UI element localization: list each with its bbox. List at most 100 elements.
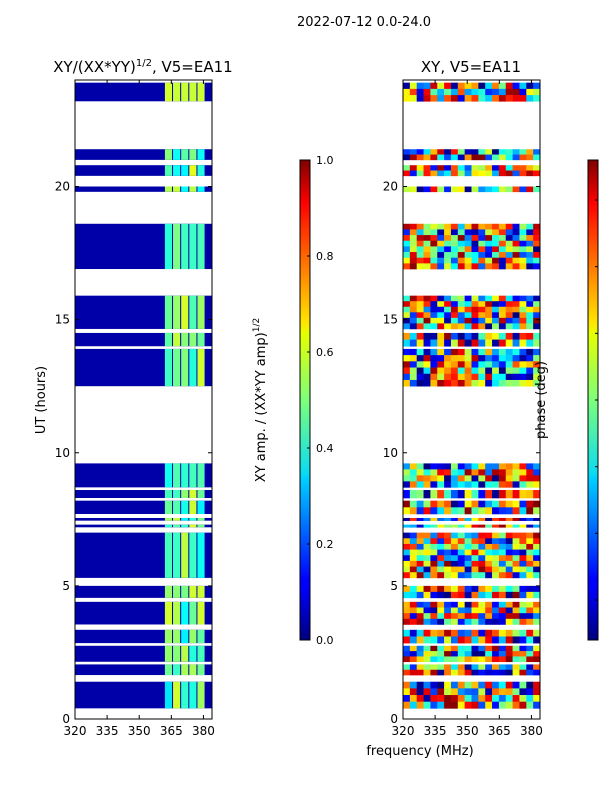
phase-cell: [478, 235, 486, 242]
phase-cell: [450, 613, 459, 620]
phase-cell: [492, 695, 500, 702]
phase-cell: [533, 373, 541, 381]
phase-cell: [457, 566, 465, 573]
phase-cell: [471, 524, 479, 528]
phase-cell: [403, 312, 411, 319]
colorbar-tick-label: 0.0: [316, 634, 334, 647]
phase-cell: [437, 695, 445, 702]
phase-cell: [437, 664, 445, 671]
phase-cell: [512, 361, 520, 368]
rfi-cell: [181, 500, 189, 514]
phase-cell: [533, 170, 541, 177]
phase-cell: [498, 240, 507, 247]
phase-cell: [526, 507, 534, 515]
phase-cell: [437, 629, 445, 637]
phase-cell: [512, 82, 520, 90]
rfi-cell: [173, 524, 181, 528]
phase-cell: [423, 629, 431, 637]
phase-cell: [430, 532, 438, 539]
amplitude-y-axis-label: UT (hours): [34, 366, 49, 434]
phase-cell: [485, 469, 493, 476]
phase-cell: [464, 601, 472, 608]
phase-cell: [526, 339, 534, 347]
phase-cell: [464, 367, 472, 375]
phase-cell: [450, 263, 459, 270]
phase-cell: [492, 532, 500, 539]
phase-cell: [464, 257, 472, 264]
phase-cell: [526, 475, 534, 482]
phase-cell: [519, 664, 527, 671]
phase-cell: [505, 257, 513, 264]
phase-cell: [430, 613, 438, 620]
phase-cell: [457, 701, 465, 709]
phase-cell: [457, 543, 465, 550]
phase-cell: [485, 645, 493, 652]
phase-cell: [403, 524, 411, 528]
band-background: [75, 165, 212, 176]
phase-cell: [471, 339, 479, 347]
rfi-cell: [173, 629, 181, 644]
phase-cell: [444, 532, 452, 539]
data-band: [75, 149, 212, 160]
phase-cell: [423, 379, 431, 387]
phase-cell: [450, 229, 459, 236]
phase-cell: [533, 618, 541, 625]
phase-cell: [409, 532, 417, 539]
phase-cell: [403, 500, 411, 508]
phase-cell: [403, 246, 411, 253]
phase-cell: [478, 560, 486, 567]
phase-cell: [512, 681, 520, 689]
phase-cell: [485, 257, 493, 264]
phase-cell: [498, 532, 507, 539]
phase-cell: [457, 295, 465, 302]
phase-cell: [498, 618, 507, 625]
phase-cell: [423, 252, 431, 259]
rfi-cell: [197, 186, 205, 192]
phase-cell: [478, 186, 486, 193]
phase-cell: [437, 95, 445, 102]
phase-cell: [498, 507, 507, 515]
phase-cell: [409, 373, 417, 381]
phase-cell: [409, 629, 417, 637]
phase-cell: [437, 555, 445, 562]
phase-cell: [526, 613, 534, 620]
phase-cell: [471, 88, 479, 96]
phase-cell: [464, 517, 472, 521]
rfi-cell: [189, 585, 197, 598]
phase-cell: [457, 263, 465, 270]
phase-cell: [403, 361, 411, 368]
colorbar-tick-label: 1.0: [316, 154, 334, 167]
phase-cell: [498, 524, 507, 528]
phase-cell: [444, 613, 452, 620]
phase-cell: [512, 355, 520, 362]
phase-cell: [533, 348, 541, 356]
rfi-cell: [164, 517, 173, 521]
phase-cell: [505, 555, 513, 562]
rfi-cell: [197, 295, 205, 329]
phase-cell: [512, 507, 520, 515]
phase-cell: [512, 695, 520, 702]
phase-cell: [533, 517, 541, 521]
phase-cell: [457, 688, 465, 696]
phase-cell: [423, 263, 431, 270]
phase-cell: [512, 295, 520, 302]
phase-cell: [478, 572, 486, 579]
phase-cell: [512, 664, 520, 671]
phase-cell: [423, 361, 431, 368]
phase-cell: [492, 524, 500, 528]
phase-cell: [519, 613, 527, 620]
phase-cell: [485, 636, 493, 644]
phase-cell: [464, 348, 472, 356]
phase-cell: [409, 223, 417, 230]
phase-cell: [437, 295, 445, 302]
phase-cell: [437, 379, 445, 387]
phase-cell: [464, 701, 472, 709]
phase-cell: [450, 664, 459, 671]
phase-cell: [457, 154, 465, 161]
phase-cell: [430, 301, 438, 308]
phase-cell: [533, 301, 541, 308]
phase-cell: [471, 601, 479, 608]
x-tick-label: 320: [392, 724, 415, 738]
phase-cell: [498, 339, 507, 347]
phase-cell: [457, 252, 465, 259]
